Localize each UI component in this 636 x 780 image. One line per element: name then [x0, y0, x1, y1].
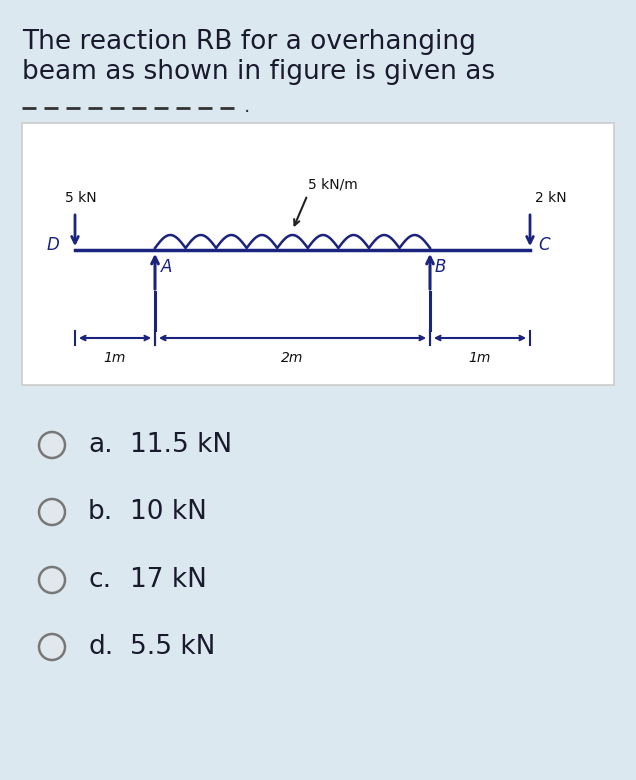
Text: a.: a. [88, 432, 113, 458]
Text: 5.5 kN: 5.5 kN [130, 634, 216, 660]
Circle shape [39, 499, 65, 525]
Text: .: . [244, 98, 250, 116]
Text: c.: c. [88, 567, 111, 593]
Text: D: D [46, 236, 59, 254]
Text: 1m: 1m [104, 351, 126, 365]
Text: 11.5 kN: 11.5 kN [130, 432, 232, 458]
Circle shape [39, 567, 65, 593]
Text: b.: b. [88, 499, 113, 525]
Text: 5 kN: 5 kN [65, 191, 97, 205]
Circle shape [39, 432, 65, 458]
Text: B: B [435, 258, 446, 276]
Text: 1m: 1m [469, 351, 491, 365]
Text: A: A [161, 258, 172, 276]
Text: 17 kN: 17 kN [130, 567, 207, 593]
Text: 5 kN/m: 5 kN/m [308, 178, 357, 192]
Text: C: C [538, 236, 550, 254]
Text: 2 kN: 2 kN [535, 191, 567, 205]
Text: 10 kN: 10 kN [130, 499, 207, 525]
FancyBboxPatch shape [22, 123, 614, 385]
Text: d.: d. [88, 634, 113, 660]
Text: beam as shown in figure is given as: beam as shown in figure is given as [22, 59, 495, 85]
Circle shape [39, 634, 65, 660]
Text: The reaction RB for a overhanging: The reaction RB for a overhanging [22, 29, 476, 55]
Text: 2m: 2m [281, 351, 303, 365]
